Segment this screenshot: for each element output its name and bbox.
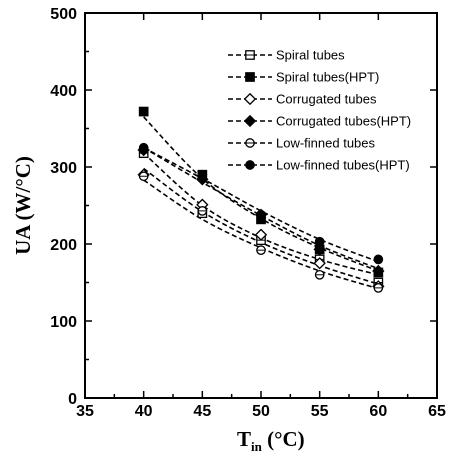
y-tick-label: 0: [68, 391, 77, 408]
legend-label-6: Low-finned tubes(HPT): [276, 158, 410, 173]
legend-label-1: Spiral tubes: [276, 48, 345, 63]
data-point-series-6: [373, 254, 384, 265]
data-point-series-6: [314, 236, 325, 247]
x-axis-title-unit: (°C): [262, 427, 305, 451]
legend-marker-2: [245, 72, 255, 82]
legend-label-2: Spiral tubes(HPT): [276, 70, 379, 85]
x-tick-label: 40: [135, 403, 153, 420]
legend-marker-6: [245, 160, 255, 170]
x-tick-label: 50: [252, 403, 270, 420]
data-point-series-2: [138, 106, 149, 117]
legend-label-4: Corrugated tubes(HPT): [276, 114, 411, 129]
y-tick-label: 100: [50, 314, 77, 331]
fit-line-series-6: [143, 147, 379, 263]
legend-label-5: Low-finned tubes: [276, 136, 376, 151]
axis-titles: Tin (°C) UA (W/°C): [11, 156, 305, 454]
x-tick-label: 65: [428, 403, 446, 420]
x-tick-label: 55: [311, 403, 329, 420]
fit-line-series-4: [143, 147, 379, 270]
y-tick-label: 500: [50, 6, 77, 23]
data-point-series-6: [256, 209, 266, 220]
data-point-series-6: [197, 169, 208, 180]
y-tick-label: 300: [50, 160, 77, 177]
plot-frame: [84, 12, 438, 399]
x-tick-label: 60: [369, 403, 387, 420]
y-tick-label: 400: [50, 83, 77, 100]
y-axis-title: UA (W/°C): [11, 156, 35, 255]
x-axis-title-subscript: in: [251, 439, 263, 454]
legend-marker-3: [243, 92, 257, 106]
data-point-series-4: [313, 243, 326, 256]
y-tick-label: 200: [50, 237, 77, 254]
legend-label-3: Corrugated tubes: [276, 92, 377, 107]
x-axis-title-main: T: [237, 427, 251, 451]
fit-line-series-5: [143, 179, 379, 290]
x-tick-label: 35: [76, 403, 94, 420]
data-point-series-3: [254, 228, 268, 241]
x-tick-label: 45: [193, 403, 211, 420]
data-point-series-6: [138, 142, 149, 153]
x-axis-title: Tin (°C): [237, 427, 305, 454]
data-point-series-4: [372, 264, 385, 278]
data-point-series-3: [313, 257, 326, 270]
series-markers: [137, 106, 385, 293]
legend-marker-4: [243, 114, 257, 128]
legend: Spiral tubes Spiral tubes(HPT) Corrugated …: [228, 48, 411, 173]
axes: 35 40 45 50 55 60 65 0 100 200 300 400 500: [50, 6, 446, 420]
